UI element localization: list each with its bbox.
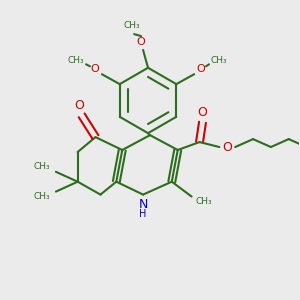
Text: O: O (222, 140, 232, 154)
Text: CH₃: CH₃ (68, 56, 84, 65)
Text: CH₃: CH₃ (195, 197, 212, 206)
Text: CH₃: CH₃ (34, 162, 50, 171)
Text: CH₃: CH₃ (34, 192, 50, 201)
Text: CH₃: CH₃ (124, 21, 140, 30)
Text: O: O (137, 37, 146, 47)
Text: O: O (91, 64, 99, 74)
Text: O: O (75, 99, 85, 112)
Text: O: O (198, 106, 207, 119)
Text: CH₃: CH₃ (211, 56, 227, 65)
Text: O: O (197, 64, 206, 74)
Text: H: H (140, 209, 147, 219)
Text: N: N (138, 198, 148, 211)
